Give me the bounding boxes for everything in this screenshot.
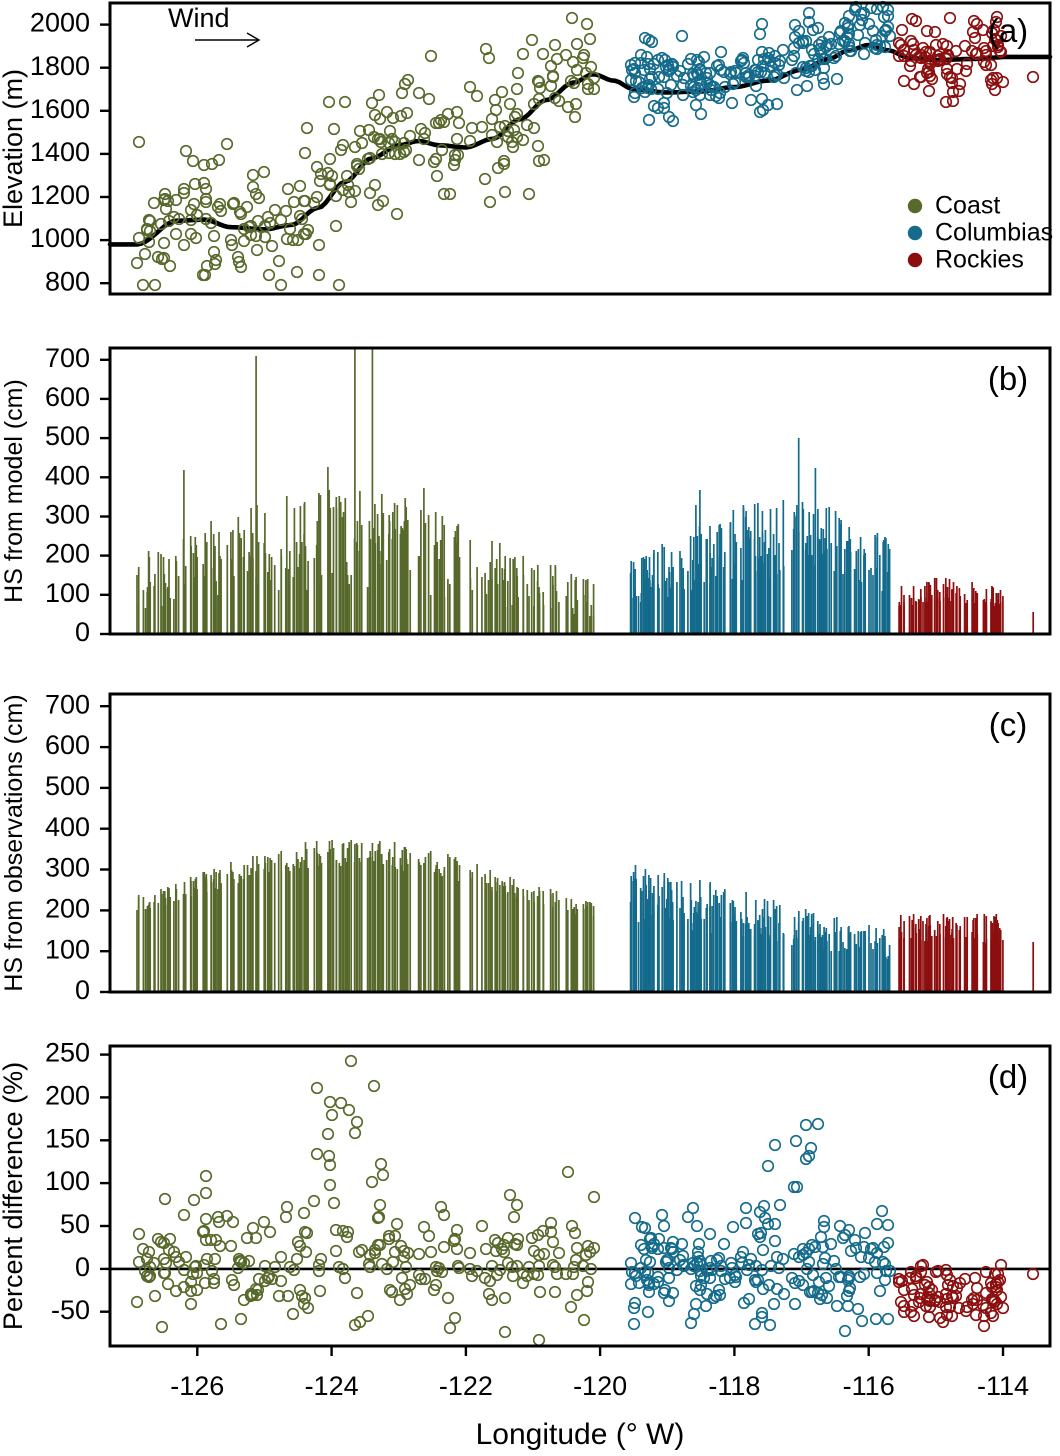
svg-text:300: 300 [45,853,90,883]
svg-text:(c): (c) [989,706,1027,743]
svg-text:700: 700 [45,689,90,719]
svg-text:-124: -124 [305,1371,359,1401]
svg-text:Wind: Wind [168,3,230,33]
svg-text:Rockies: Rockies [935,246,1024,274]
svg-text:-114: -114 [977,1371,1029,1401]
svg-text:-122: -122 [439,1371,493,1401]
svg-text:600: 600 [45,382,90,412]
svg-text:1400: 1400 [30,137,90,167]
svg-text:(b): (b) [988,360,1028,397]
svg-text:-50: -50 [51,1295,90,1325]
svg-text:200: 200 [45,539,90,569]
svg-text:(d): (d) [988,1058,1028,1095]
svg-text:1200: 1200 [30,180,90,210]
svg-text:1600: 1600 [30,94,90,124]
svg-text:100: 100 [45,578,90,608]
svg-text:Longitude (° W): Longitude (° W) [476,1418,685,1451]
svg-text:500: 500 [45,421,90,451]
svg-text:500: 500 [45,771,90,801]
svg-text:HS from observations (cm): HS from observations (cm) [0,694,28,991]
svg-text:Elevation (m): Elevation (m) [0,69,28,228]
svg-text:Columbias: Columbias [935,219,1053,247]
svg-text:0: 0 [75,617,90,647]
svg-text:400: 400 [45,812,90,842]
svg-text:600: 600 [45,730,90,760]
svg-text:100: 100 [45,1166,90,1196]
svg-text:250: 250 [45,1038,90,1068]
svg-text:200: 200 [45,894,90,924]
svg-text:HS from model (cm): HS from model (cm) [0,379,28,603]
svg-text:(a): (a) [988,12,1028,49]
svg-text:2000: 2000 [30,8,90,38]
svg-text:0: 0 [75,1252,90,1282]
svg-text:400: 400 [45,460,90,490]
svg-text:50: 50 [60,1209,90,1239]
svg-text:-120: -120 [573,1371,627,1401]
svg-text:-126: -126 [170,1371,224,1401]
svg-text:Percent difference (%): Percent difference (%) [0,1062,28,1330]
svg-text:Coast: Coast [935,192,1000,220]
svg-text:150: 150 [45,1123,90,1153]
svg-text:1800: 1800 [30,51,90,81]
svg-text:700: 700 [45,343,90,373]
svg-text:800: 800 [45,266,90,296]
svg-text:0: 0 [75,975,90,1005]
svg-text:1000: 1000 [30,223,90,253]
svg-text:100: 100 [45,934,90,964]
svg-text:-116: -116 [843,1371,895,1401]
svg-text:300: 300 [45,500,90,530]
svg-text:200: 200 [45,1081,90,1111]
svg-text:-118: -118 [708,1371,760,1401]
